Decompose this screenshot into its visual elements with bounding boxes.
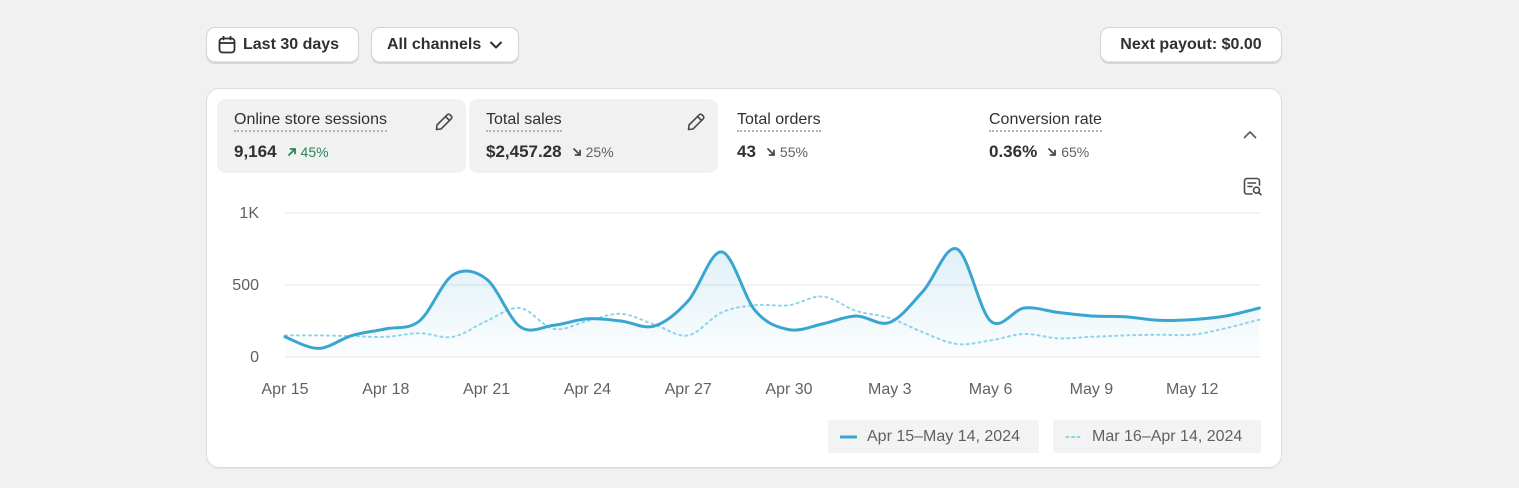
dotted-line-swatch — [1065, 435, 1082, 438]
channels-dropdown[interactable]: All channels — [371, 27, 519, 63]
next-payout-button[interactable]: Next payout: $0.00 — [1100, 27, 1282, 63]
metric-value: 9,164 — [234, 142, 277, 161]
calendar-icon — [218, 36, 236, 54]
metric-value: 0.36% — [989, 142, 1038, 161]
metric-tile[interactable]: Online store sessions 9,164 45% — [217, 99, 466, 173]
x-tick-label: Apr 24 — [564, 381, 611, 398]
arrow-up-right-icon — [287, 148, 296, 156]
chart-search-icon[interactable] — [1243, 177, 1263, 197]
channels-label: All channels — [387, 36, 482, 53]
metric-change-value: 45% — [300, 144, 329, 160]
legend-previous-label: Mar 16–Apr 14, 2024 — [1092, 427, 1243, 445]
metric-value-row: 9,164 45% — [234, 142, 466, 162]
metric-change-value: 65% — [1061, 144, 1090, 160]
x-tick-label: Apr 15 — [261, 381, 308, 398]
x-tick-label: Apr 18 — [362, 381, 409, 398]
metric-change: 65% — [1047, 144, 1089, 160]
metric-title[interactable]: Total orders — [737, 111, 821, 132]
metric-change-value: 25% — [585, 144, 614, 160]
legend-current-period[interactable]: Apr 15–May 14, 2024 — [828, 420, 1039, 453]
arrow-down-right-icon — [572, 148, 581, 156]
current-period-line[interactable] — [283, 247, 1261, 350]
metric-tile[interactable]: Conversion rate 0.36% 65% — [972, 99, 1221, 173]
y-tick-label: 1K — [239, 205, 259, 222]
metric-change: 55% — [766, 144, 808, 160]
next-payout-label: Next payout: $0.00 — [1120, 36, 1262, 53]
chevron-up-icon[interactable] — [1242, 127, 1258, 143]
pencil-icon[interactable] — [686, 112, 706, 137]
x-tick-label: Apr 30 — [765, 381, 812, 398]
legend-current-label: Apr 15–May 14, 2024 — [867, 427, 1020, 445]
metric-value: 43 — [737, 142, 756, 161]
metric-value-row: 43 55% — [737, 142, 969, 162]
date-range-button[interactable]: Last 30 days — [206, 27, 359, 63]
metric-value-row: 0.36% 65% — [989, 142, 1221, 162]
metric-change-value: 55% — [779, 144, 808, 160]
y-tick-label: 0 — [250, 349, 259, 366]
arrow-down-right-icon — [1048, 148, 1057, 156]
x-tick-label: May 9 — [1070, 381, 1114, 398]
metric-change: 45% — [287, 144, 329, 160]
pencil-icon[interactable] — [434, 112, 454, 137]
arrow-down-right-icon — [767, 148, 775, 156]
current-series-area — [285, 248, 1260, 357]
chevron-down-icon — [490, 41, 503, 49]
metric-value-row: $2,457.28 25% — [486, 142, 718, 162]
metric-title[interactable]: Total sales — [486, 111, 562, 132]
x-tick-label: Apr 21 — [463, 381, 510, 398]
metric-tile[interactable]: Total orders 43 55% — [720, 99, 969, 173]
y-tick-label: 500 — [232, 277, 259, 294]
analytics-card: Online store sessions 9,164 45% Total sales… — [206, 88, 1282, 468]
legend-previous-period[interactable]: Mar 16–Apr 14, 2024 — [1053, 420, 1261, 453]
x-tick-label: May 6 — [969, 381, 1013, 398]
metric-title[interactable]: Online store sessions — [234, 111, 387, 132]
metric-title[interactable]: Conversion rate — [989, 111, 1102, 132]
x-tick-label: Apr 27 — [665, 381, 712, 398]
solid-line-swatch — [840, 435, 857, 438]
x-tick-label: May 3 — [868, 381, 912, 398]
date-range-label: Last 30 days — [243, 36, 340, 53]
previous-period-line[interactable] — [284, 295, 1261, 346]
metric-change: 25% — [572, 144, 614, 160]
metric-value: $2,457.28 — [486, 142, 562, 161]
metric-tile[interactable]: Total sales $2,457.28 25% — [469, 99, 718, 173]
x-tick-label: May 12 — [1166, 381, 1219, 398]
